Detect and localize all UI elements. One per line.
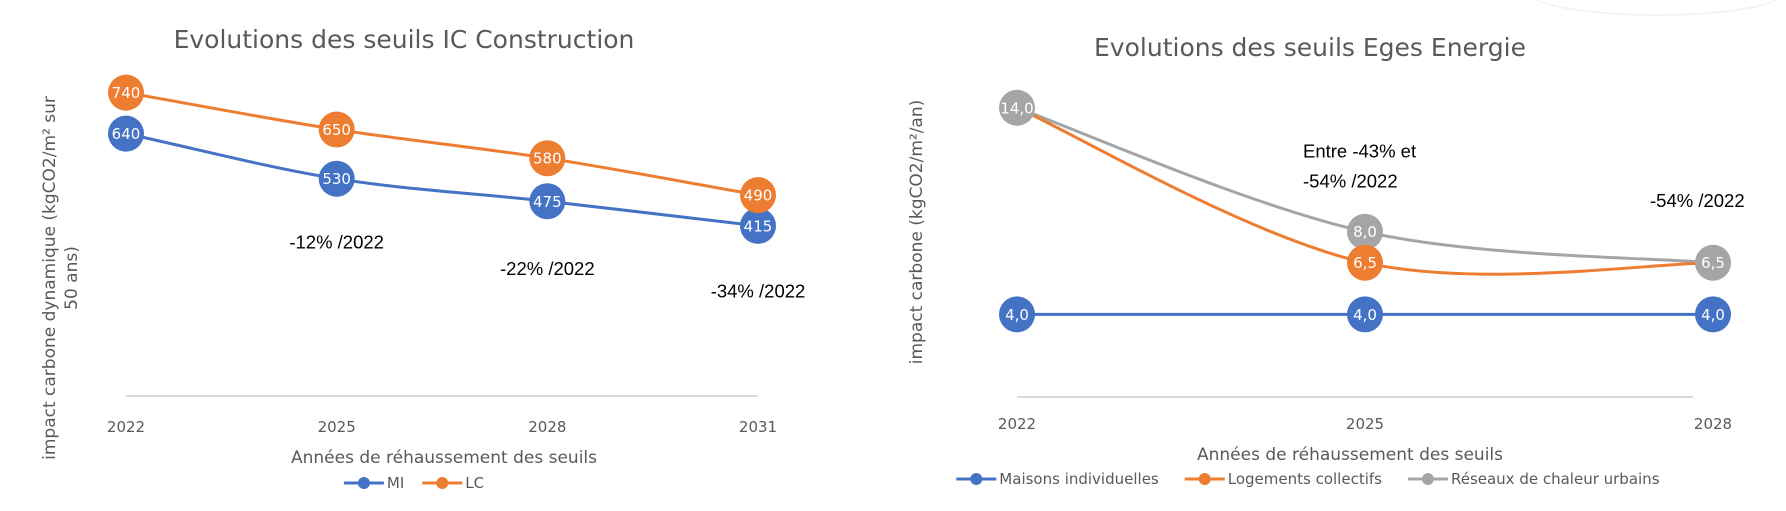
legend-item-lc: LC (422, 474, 484, 492)
data-label-reseaux-de-chaleur-urbains-2022: 14,0 (1000, 99, 1033, 117)
data-point-lc-2031 (740, 177, 776, 214)
x-tick-label-2031: 2031 (739, 418, 777, 436)
chart-ic-construction: Evolutions des seuils IC Construction 20… (0, 0, 880, 511)
x-tick-label-2028: 2028 (528, 418, 566, 436)
chart-eges-energie: Evolutions des seuils Eges Energie 2022 2… (880, 0, 1786, 511)
legend-item-mi: MI (343, 474, 404, 492)
annotation-line: -54% /2022 (1650, 190, 1745, 211)
data-label-lc-2022: 740 (112, 84, 141, 102)
legend: Maisons individuelles Logements collectif… (956, 470, 1660, 488)
legend-label: Logements collectifs (1228, 470, 1382, 488)
data-label-lc-2031: 490 (744, 187, 773, 205)
legend-item-maisons-individuelles: Maisons individuelles (956, 470, 1159, 488)
annotation-line: -54% /2022 (1303, 170, 1398, 191)
data-point-reseaux-de-chaleur-urbains-2022 (999, 89, 1035, 126)
data-point-lc-2025 (318, 111, 355, 148)
data-label-maisons-individuelles-2028: 4,0 (1701, 306, 1725, 324)
data-point-lc-2022 (108, 74, 144, 111)
x-tick-label-2028: 2028 (1694, 415, 1732, 433)
y-axis-title: impact carbone dynamique (kgCO2/m² sur 50… (40, 96, 82, 460)
legend-marker-icon (436, 477, 449, 489)
annotation-line: -34% /2022 (711, 281, 806, 302)
data-label-mi-2028: 475 (533, 193, 562, 211)
data-point-logements-collectifs-2025 (1347, 244, 1383, 281)
legend-label: Réseaux de chaleur urbains (1451, 470, 1660, 488)
data-label-lc-2028: 580 (533, 150, 562, 168)
series-line-lc (125, 91, 759, 197)
x-tick-label-2022: 2022 (107, 418, 145, 436)
series-line-mi (125, 132, 759, 228)
legend-label: LC (465, 474, 484, 492)
data-point-lc-2028 (529, 140, 566, 177)
annotation-3: -34% /2022 (711, 281, 806, 302)
y-axis-title-line: impact carbone dynamique (kgCO2/m² sur (40, 96, 60, 460)
y-axis-title: impact carbone (kgCO2/m²/an) (907, 100, 927, 364)
annotation-line: -22% /2022 (500, 258, 595, 279)
chart-eges-energie-svg: Evolutions des seuils Eges Energie 2022 2… (907, 33, 1745, 488)
chart-ic-construction-svg: Evolutions des seuils IC Construction 20… (40, 25, 806, 492)
legend-item-logements-collectifs: Logements collectifs (1184, 470, 1382, 488)
data-point-mi-2022 (108, 115, 144, 152)
data-label-maisons-individuelles-2025: 4,0 (1353, 306, 1377, 324)
annotation-2: -54% /2022 (1650, 190, 1745, 211)
legend-marker-icon (1198, 473, 1211, 485)
data-label-reseaux-de-chaleur-urbains-2025: 8,0 (1353, 223, 1377, 241)
data-point-reseaux-de-chaleur-urbains-2025 (1347, 213, 1383, 250)
data-point-mi-2031 (740, 207, 776, 244)
data-label-logements-collectifs-2025: 6,5 (1353, 254, 1377, 272)
legend-label: MI (387, 474, 404, 492)
data-point-maisons-individuelles-2025 (1347, 296, 1383, 333)
y-axis-title-line: impact carbone (kgCO2/m²/an) (907, 100, 927, 364)
y-axis-title-line: 50 ans) (62, 246, 82, 310)
legend-marker-icon (357, 477, 370, 489)
legend-item-reseaux-de-chaleur-urbains: Réseaux de chaleur urbains (1407, 470, 1660, 488)
data-point-reseaux-de-chaleur-urbains-2028 (1695, 244, 1731, 281)
data-label-mi-2022: 640 (112, 125, 141, 143)
x-axis-title: Années de réhaussement des seuils (1197, 445, 1503, 465)
legend: MI LC (343, 474, 484, 492)
annotation-1: -12% /2022 (289, 231, 384, 252)
x-tick-label-2025: 2025 (318, 418, 356, 436)
data-point-maisons-individuelles-2028 (1695, 296, 1731, 333)
annotation-2: -22% /2022 (500, 258, 595, 279)
data-point-maisons-individuelles-2022 (999, 296, 1035, 333)
annotation-line: -12% /2022 (289, 231, 384, 252)
data-label-lc-2025: 650 (322, 121, 351, 139)
annotation-line: Entre -43% et (1303, 140, 1416, 161)
chart-title: Evolutions des seuils IC Construction (174, 25, 635, 54)
legend-marker-icon (970, 473, 983, 485)
data-label-mi-2031: 415 (744, 217, 773, 235)
data-label-mi-2025: 530 (322, 170, 351, 188)
data-point-mi-2025 (318, 160, 355, 197)
x-tick-label-2022: 2022 (998, 415, 1036, 433)
legend-label: Maisons individuelles (999, 470, 1159, 488)
x-tick-label-2025: 2025 (1346, 415, 1384, 433)
chart-title: Evolutions des seuils Eges Energie (1094, 33, 1526, 62)
data-label-reseaux-de-chaleur-urbains-2028: 6,5 (1701, 254, 1725, 272)
data-point-mi-2028 (529, 183, 566, 220)
annotation-1: Entre -43% et -54% /2022 (1303, 140, 1416, 191)
data-label-maisons-individuelles-2022: 4,0 (1005, 306, 1029, 324)
x-axis-title: Années de réhaussement des seuils (291, 448, 597, 468)
legend-marker-icon (1421, 473, 1434, 485)
